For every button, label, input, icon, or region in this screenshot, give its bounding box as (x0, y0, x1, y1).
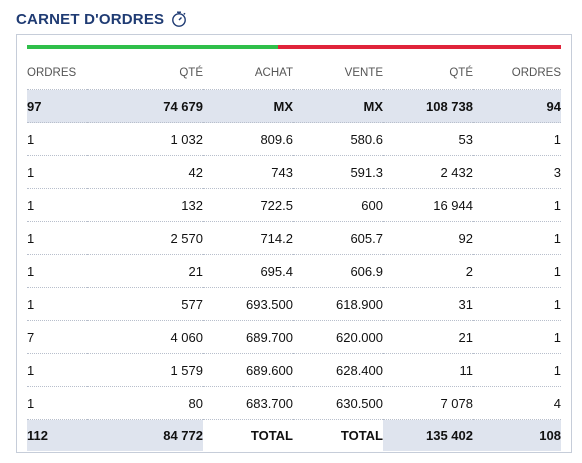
row-buy-orders: 7 (27, 320, 87, 354)
table-row: 1 577 693.500 618.900 31 1 (27, 287, 561, 321)
row-buy-price: 809.6 (203, 122, 293, 156)
total-row: 112 84 772 TOTAL TOTAL 135 402 108 (27, 419, 561, 451)
row-buy-qty: 1 579 (87, 353, 203, 387)
summary-buy-price: MX (203, 89, 293, 123)
summary-buy-qty: 74 679 (87, 89, 203, 123)
summary-row: 97 74 679 MX MX 108 738 94 (27, 89, 561, 123)
row-buy-orders: 1 (27, 188, 87, 222)
row-buy-qty: 80 (87, 386, 203, 420)
col-header-sell-orders: ORDRES (511, 67, 561, 79)
row-sell-orders: 1 (473, 287, 561, 321)
row-sell-price: 580.6 (293, 122, 383, 156)
row-sell-qty: 53 (383, 122, 473, 156)
depth-bar-sell (277, 45, 561, 49)
row-buy-price: 743 (203, 155, 293, 189)
row-sell-qty: 2 432 (383, 155, 473, 189)
row-buy-qty: 1 032 (87, 122, 203, 156)
row-buy-price: 683.700 (203, 386, 293, 420)
row-buy-orders: 1 (27, 221, 87, 255)
row-buy-qty: 4 060 (87, 320, 203, 354)
row-buy-price: 714.2 (203, 221, 293, 255)
row-sell-orders: 1 (473, 221, 561, 255)
row-sell-orders: 1 (473, 320, 561, 354)
row-sell-price: 618.900 (293, 287, 383, 321)
row-sell-orders: 3 (473, 155, 561, 189)
row-sell-orders: 1 (473, 188, 561, 222)
total-buy-orders: 112 (27, 419, 87, 451)
summary-buy-orders: 97 (27, 89, 87, 123)
row-sell-orders: 4 (473, 386, 561, 420)
total-sell-qty: 135 402 (383, 419, 473, 451)
row-sell-qty: 16 944 (383, 188, 473, 222)
row-sell-price: 620.000 (293, 320, 383, 354)
total-buy-label: TOTAL (203, 419, 293, 451)
row-sell-qty: 92 (383, 221, 473, 255)
row-sell-price: 628.400 (293, 353, 383, 387)
table-row: 1 21 695.4 606.9 2 1 (27, 254, 561, 288)
row-sell-qty: 7 078 (383, 386, 473, 420)
page-title: CARNET D'ORDRES (16, 10, 165, 28)
table-row: 1 42 743 591.3 2 432 3 (27, 155, 561, 189)
order-book-panel: ORDRES QTÉ ACHAT VENTE QTÉ ORDRES 97 74 … (16, 34, 572, 453)
row-buy-orders: 1 (27, 386, 87, 420)
row-sell-orders: 1 (473, 122, 561, 156)
row-sell-price: 605.7 (293, 221, 383, 255)
row-sell-qty: 11 (383, 353, 473, 387)
order-book-header: CARNET D'ORDRES (16, 8, 188, 30)
table-row: 1 80 683.700 630.500 7 078 4 (27, 386, 561, 420)
row-sell-price: 606.9 (293, 254, 383, 288)
row-buy-orders: 1 (27, 287, 87, 321)
col-header-sell-price: VENTE (344, 67, 383, 79)
col-header-sell-qty: QTÉ (449, 67, 473, 79)
col-header-buy-price: ACHAT (254, 67, 293, 79)
row-buy-orders: 1 (27, 155, 87, 189)
summary-sell-orders: 94 (473, 89, 561, 123)
table-header-row: ORDRES QTÉ ACHAT VENTE QTÉ ORDRES (27, 57, 561, 90)
row-buy-qty: 132 (87, 188, 203, 222)
row-buy-orders: 1 (27, 122, 87, 156)
row-buy-orders: 1 (27, 353, 87, 387)
row-buy-price: 689.700 (203, 320, 293, 354)
depth-bar-buy (27, 45, 278, 49)
row-buy-price: 722.5 (203, 188, 293, 222)
row-sell-price: 591.3 (293, 155, 383, 189)
row-sell-price: 630.500 (293, 386, 383, 420)
total-buy-qty: 84 772 (87, 419, 203, 451)
summary-sell-price: MX (293, 89, 383, 123)
row-sell-orders: 1 (473, 254, 561, 288)
total-sell-label: TOTAL (293, 419, 383, 451)
summary-sell-qty: 108 738 (383, 89, 473, 123)
col-header-buy-orders: ORDRES (27, 67, 77, 79)
row-sell-qty: 21 (383, 320, 473, 354)
row-buy-qty: 2 570 (87, 221, 203, 255)
row-buy-orders: 1 (27, 254, 87, 288)
row-sell-price: 600 (293, 188, 383, 222)
row-buy-price: 695.4 (203, 254, 293, 288)
total-sell-orders: 108 (473, 419, 561, 451)
order-book-table: ORDRES QTÉ ACHAT VENTE QTÉ ORDRES 97 74 … (27, 57, 561, 451)
depth-bar (27, 45, 561, 49)
row-buy-qty: 577 (87, 287, 203, 321)
row-sell-qty: 2 (383, 254, 473, 288)
row-buy-price: 693.500 (203, 287, 293, 321)
row-sell-orders: 1 (473, 353, 561, 387)
stopwatch-icon[interactable] (170, 10, 188, 28)
row-buy-price: 689.600 (203, 353, 293, 387)
table-row: 1 132 722.5 600 16 944 1 (27, 188, 561, 222)
col-header-buy-qty: QTÉ (179, 67, 203, 79)
row-buy-qty: 21 (87, 254, 203, 288)
row-buy-qty: 42 (87, 155, 203, 189)
row-sell-qty: 31 (383, 287, 473, 321)
